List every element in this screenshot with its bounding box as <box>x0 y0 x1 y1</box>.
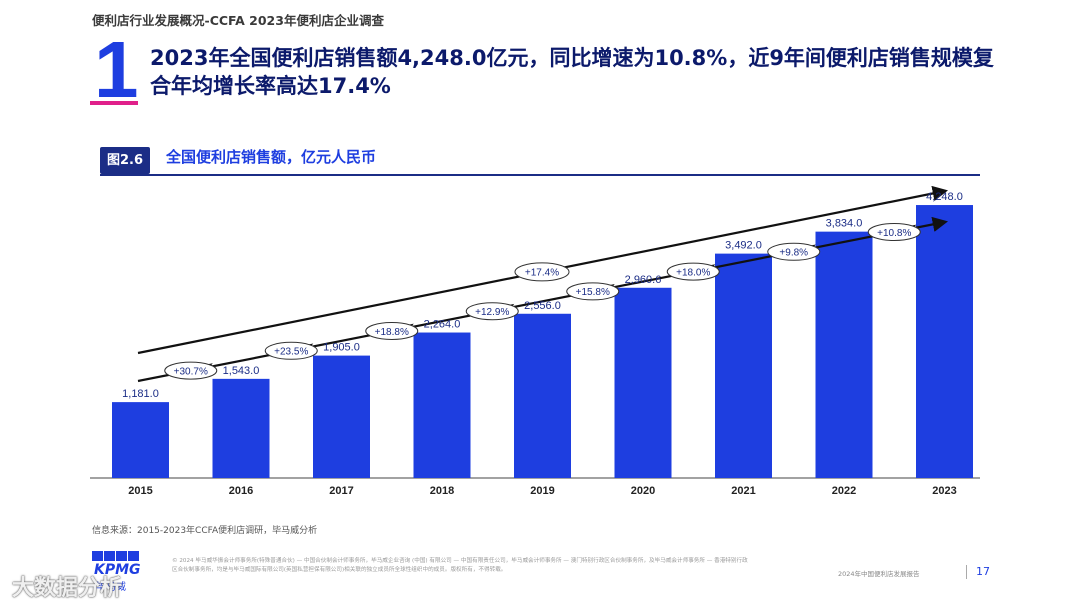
figure-title: 全国便利店销售额，亿元人民币 <box>166 148 377 166</box>
value-label-2019: 2,556.0 <box>524 300 561 312</box>
growth-badge-2021 <box>666 262 720 281</box>
growth-label-2020: +15.8% <box>576 287 610 298</box>
section-number-underline <box>90 101 138 105</box>
bar-2022 <box>815 231 873 478</box>
growth-badge-2018 <box>365 322 419 341</box>
growth-label-2018: +18.8% <box>375 327 409 338</box>
figure-tag: 图2.6 <box>100 147 150 174</box>
source-note: 信息来源：2015-2023年CCFA便利店调研，毕马威分析 <box>92 526 318 536</box>
growth-label-2023: +10.8% <box>877 228 911 239</box>
bar-2023 <box>916 205 973 478</box>
x-tick-2023: 2023 <box>932 485 956 497</box>
x-tick-2016: 2016 <box>229 485 253 497</box>
value-label-2023: 4,248.0 <box>926 191 963 203</box>
footer-disclaimer: © 2024 毕马威华振会计师事务所(特殊普通合伙) — 中国合伙制会计师事务所… <box>172 558 748 573</box>
growth-label-2022: +9.8% <box>779 248 808 259</box>
kpmg-logo-text: KPMG <box>94 562 141 578</box>
x-tick-2021: 2021 <box>731 485 755 497</box>
x-tick-2022: 2022 <box>832 485 856 497</box>
bar-2015 <box>112 402 169 478</box>
cagr-badge <box>514 262 570 282</box>
bar-2021 <box>715 253 772 478</box>
x-tick-2015: 2015 <box>128 485 152 497</box>
growth-badge-2023 <box>867 222 921 241</box>
x-tick-2020: 2020 <box>631 485 655 497</box>
growth-badge-2016 <box>164 361 218 380</box>
growth-badge-2019 <box>465 302 519 321</box>
value-label-2017: 1,905.0 <box>323 342 360 354</box>
value-label-2016: 1,543.0 <box>223 365 260 377</box>
cagr-label: +17.4% <box>525 268 559 279</box>
bar-2020 <box>614 287 672 478</box>
bar-2016 <box>212 378 270 478</box>
bar-2019 <box>514 313 571 478</box>
growth-label-2021: +18.0% <box>676 267 710 278</box>
bar-2017 <box>313 355 370 478</box>
growth-label-2019: +12.9% <box>475 307 509 318</box>
breadcrumb: 便利店行业发展概况-CCFA 2023年便利店企业调查 <box>92 13 384 28</box>
growth-badge-2022 <box>767 242 821 261</box>
section-number: 1 <box>94 25 139 114</box>
value-label-2015: 1,181.0 <box>122 388 159 400</box>
value-label-2021: 3,492.0 <box>725 240 762 252</box>
growth-badge-2017 <box>264 341 318 360</box>
value-label-2018: 2,264.0 <box>424 319 461 331</box>
footer-separator <box>966 565 967 579</box>
growth-badge-2020 <box>566 282 620 301</box>
bar-2018 <box>413 332 471 478</box>
x-tick-2018: 2018 <box>430 485 454 497</box>
kpmg-logo-cn: 毕马威 <box>96 582 126 593</box>
x-tick-2019: 2019 <box>530 485 554 497</box>
report-name: 2024年中国便利店发展报告 <box>838 570 920 578</box>
sales-bar-chart: +30.7% +23.5% +18.8% +12.9% +15.8% +18.0% +9.8… <box>90 185 980 497</box>
value-label-2020: 2,960.6 <box>625 274 662 286</box>
page-headline: 2023年全国便利店销售额4,248.0亿元，同比增速为10.8%，近9年间便利… <box>150 46 994 98</box>
watermark: 大数据分析 <box>12 576 123 601</box>
figure-rule <box>100 174 980 176</box>
growth-label-2016: +30.7% <box>174 366 208 377</box>
growth-label-2017: +23.5% <box>274 347 308 358</box>
value-label-2022: 3,834.0 <box>826 218 863 230</box>
kpmg-logo <box>92 551 142 573</box>
x-tick-2017: 2017 <box>329 485 353 497</box>
page-number: 17 <box>976 565 990 578</box>
